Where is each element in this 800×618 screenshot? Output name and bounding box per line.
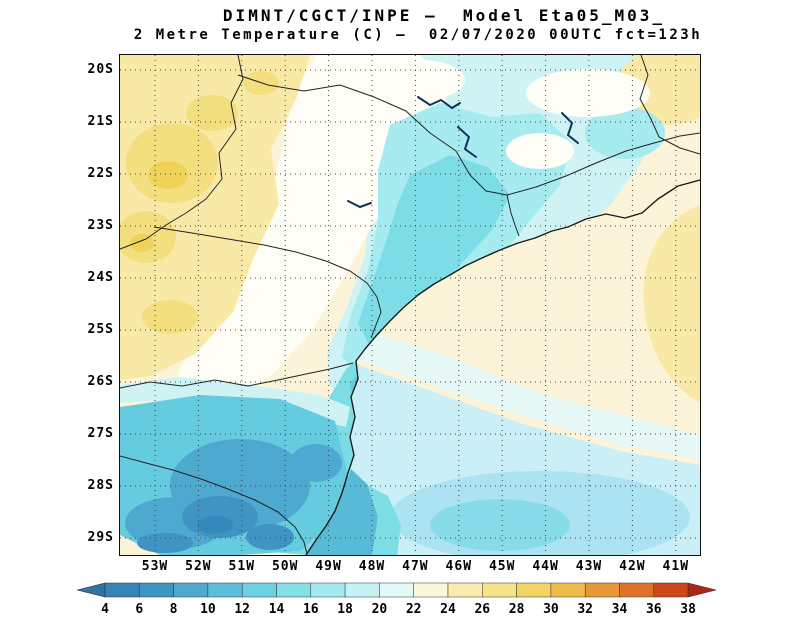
colorbar-segment [653,582,689,598]
colorbar-tick-label: 14 [269,602,285,617]
colorbar-segment [584,582,620,598]
colorbar-canvas: 4 6 8 10 12 14 16 18 20 22 24 26 28 30 32 34 36 38 [76,582,717,617]
lon-tick-label: 41W [662,559,690,574]
colorbar-segment [139,582,174,598]
lon-tick-label: 46W [445,559,473,574]
colorbar-tick-label: 10 [200,602,216,617]
lon-tick-label: 48W [358,559,386,574]
colorbar-segment [104,582,140,598]
lon-tick-label: 44W [532,559,559,574]
colorbar-tick-label: 6 [135,602,143,617]
colorbar-segment [207,582,243,598]
colorbar-segment [619,582,655,598]
colorbar-segment [344,582,380,598]
colorbar-tick-label: 38 [680,602,696,617]
lat-tick-label: 28S [87,478,114,493]
colorbar-tick-label: 26 [474,602,490,617]
lat-tick-label: 25S [87,322,114,337]
coastline [305,179,701,556]
lon-tick-label: 50W [271,559,299,574]
lat-tick-label: 26S [87,374,114,389]
colorbar-segment [413,582,449,598]
colorbar-segment [516,582,552,598]
lat-tick-label: 23S [87,218,114,233]
lon-tick-label: 53W [141,559,169,574]
plot-title-line-1: DIMNT/CGCT/INPE — Model Eta05_M03_ [222,6,666,25]
lon-tick-label: 43W [575,559,603,574]
state-borders [119,54,701,555]
colorbar-tick-label: 18 [337,602,353,617]
colorbar-segment [276,582,312,598]
colorbar-tick-label: 30 [543,602,559,617]
map-canvas [119,54,701,563]
lakes-reservoirs [347,96,579,209]
map-plot-area [119,54,701,563]
colorbar-segment [550,582,586,598]
colorbar-segment [447,582,483,598]
lat-tick-label: 29S [87,530,114,545]
colorbar-segment [482,582,517,598]
colorbar-tick-label: 36 [646,602,662,617]
lat-tick-label: 21S [87,114,114,129]
lat-tick-label: 24S [87,270,114,285]
colorbar-tick-label: 28 [509,602,525,617]
lon-tick-label: 51W [228,559,256,574]
colorbar-tick-label: 8 [170,602,178,617]
colorbar-segment [173,582,209,598]
latlon-grid [120,55,700,555]
colorbar-tick-label: 20 [372,602,388,617]
lon-tick-label: 47W [402,559,429,574]
lat-tick-label: 20S [87,62,114,77]
colorbar-tick-label: 22 [406,602,422,617]
colorbar-segment [241,582,277,598]
colorbar-segment [379,582,414,598]
lat-tick-label: 27S [87,426,114,441]
colorbar-right-arrow [687,582,717,598]
colorbar-tick-label: 4 [101,602,109,617]
land-temperature-field [120,55,700,555]
colorbar-segment [310,582,346,598]
temperature-colorbar: 4 6 8 10 12 14 16 18 20 22 24 26 28 30 32 34 36 38 [75,580,725,618]
lon-tick-label: 52W [185,559,212,574]
plot-title-line-2: 2 Metre Temperature (C) — 02/07/2020 00U… [133,27,703,43]
lon-tick-label: 49W [315,559,342,574]
colorbar-tick-label: 16 [303,602,319,617]
lon-tick-label: 42W [619,559,646,574]
lat-tick-label: 22S [87,166,114,181]
colorbar-left-arrow [76,582,106,598]
colorbar-tick-label: 24 [440,602,456,617]
colorbar-tick-label: 32 [577,602,593,617]
colorbar-tick-label: 12 [234,602,250,617]
lon-tick-label: 45W [488,559,516,574]
colorbar-tick-label: 34 [612,602,628,617]
